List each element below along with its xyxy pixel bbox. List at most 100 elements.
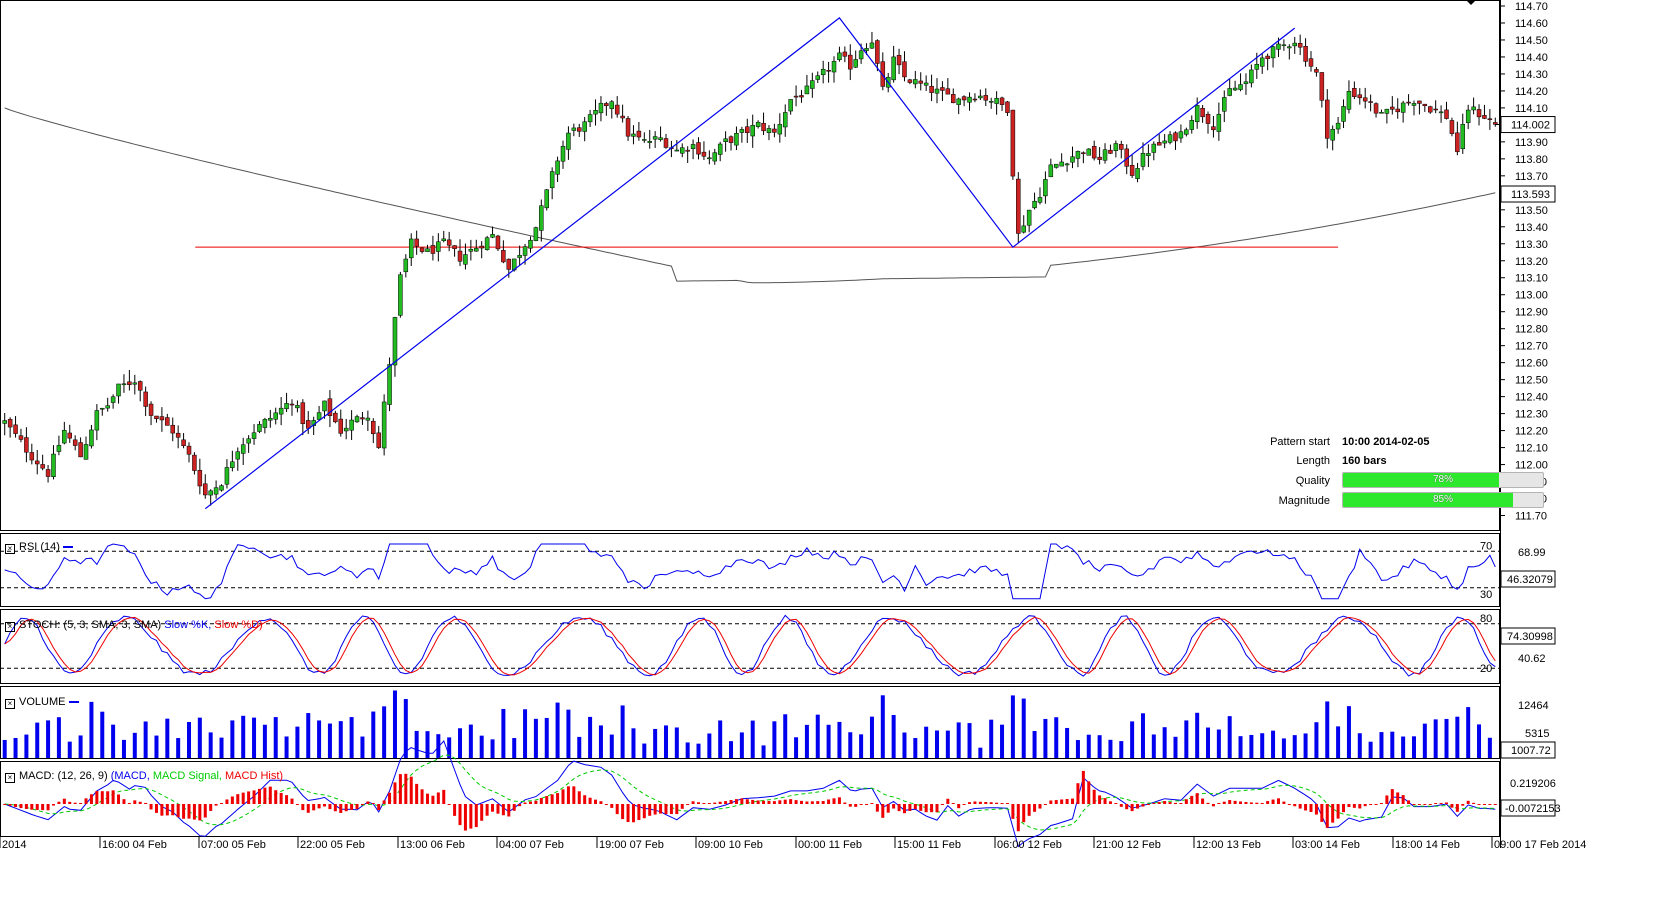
candle-body bbox=[1335, 122, 1341, 130]
volume-bar bbox=[1379, 732, 1384, 758]
candle-body bbox=[1281, 44, 1287, 47]
magnitude-bar: 85% bbox=[1342, 492, 1544, 508]
macd-hist-bar bbox=[1239, 801, 1243, 804]
macd-hist-bar bbox=[680, 804, 684, 809]
macd-hist-bar bbox=[220, 803, 224, 804]
candle-body bbox=[56, 445, 62, 452]
volume-bar bbox=[1325, 701, 1330, 758]
macd-hist-bar bbox=[176, 804, 180, 818]
candle-body bbox=[143, 391, 148, 407]
candle-body bbox=[186, 445, 192, 455]
candle-body bbox=[322, 400, 327, 412]
candle-body bbox=[642, 139, 647, 141]
macd-hist-bar bbox=[398, 774, 402, 804]
close-pane-icon[interactable]: × bbox=[5, 622, 15, 632]
macd-hist-bar bbox=[1130, 804, 1134, 812]
close-pane-icon[interactable]: × bbox=[5, 773, 15, 783]
candle-body bbox=[1205, 113, 1211, 124]
macd-hist-bar bbox=[821, 801, 825, 804]
candle-body bbox=[300, 402, 306, 424]
macd-hist-bar bbox=[453, 804, 457, 816]
macd-hist-bar bbox=[404, 773, 408, 804]
volume-bar bbox=[1303, 733, 1308, 758]
macd-hist-bar bbox=[1244, 801, 1248, 804]
macd-hist-bar bbox=[1461, 804, 1465, 806]
candle-body bbox=[213, 487, 219, 495]
candle-body bbox=[1032, 200, 1037, 209]
candle-body bbox=[777, 124, 783, 135]
candle-body bbox=[1259, 57, 1265, 67]
macd-hist-bar bbox=[350, 804, 354, 810]
macd-hist-bar bbox=[306, 804, 310, 813]
candle-body bbox=[1167, 134, 1173, 143]
candle-body bbox=[875, 40, 880, 64]
volume-bar bbox=[1487, 737, 1492, 758]
volume-bar bbox=[1216, 729, 1221, 758]
candle-body bbox=[208, 490, 213, 496]
x-axis-label: 09:00 10 Feb bbox=[698, 839, 763, 851]
close-pane-icon[interactable]: × bbox=[5, 699, 15, 709]
price-tick-label: 112.50 bbox=[1515, 375, 1548, 387]
quality-value: 78% bbox=[1432, 474, 1453, 485]
macd-hist-bar bbox=[344, 804, 348, 812]
macd-hist-bar bbox=[1081, 770, 1085, 804]
macd-hist-bar bbox=[886, 804, 890, 813]
candle-body bbox=[1390, 106, 1395, 110]
volume-bar bbox=[1130, 721, 1135, 758]
price-tick-label: 113.90 bbox=[1515, 137, 1548, 149]
macd-hist-bar bbox=[328, 804, 332, 810]
close-pane-icon[interactable]: × bbox=[5, 544, 15, 554]
volume-bar bbox=[1336, 726, 1341, 758]
macd-hist-bar bbox=[366, 801, 370, 804]
candle-body bbox=[793, 95, 799, 98]
candle-body bbox=[907, 79, 913, 83]
candle-body bbox=[1357, 94, 1363, 99]
volume-bar bbox=[468, 724, 473, 758]
macd-hist-bar bbox=[1049, 800, 1053, 804]
current-price-box bbox=[1500, 116, 1556, 134]
macd-hist-bar bbox=[1407, 800, 1411, 804]
macd-hist-bar bbox=[1016, 804, 1020, 832]
macd-hist-bar bbox=[642, 804, 646, 819]
macd-hist-bar bbox=[1304, 804, 1308, 811]
candle-body bbox=[636, 130, 642, 138]
volume-bar bbox=[945, 730, 950, 758]
candle-body bbox=[766, 128, 772, 133]
volume-bar bbox=[989, 719, 994, 758]
candle-body bbox=[604, 103, 609, 107]
macd-axis-label: 0.219206 bbox=[1510, 778, 1556, 790]
macd-hist-bar bbox=[1412, 804, 1416, 805]
volume-bar bbox=[1097, 735, 1102, 758]
macd-hist-bar bbox=[518, 804, 522, 807]
volume-bar bbox=[154, 735, 159, 758]
macd-hist-bar bbox=[930, 804, 934, 813]
macd-hist-bar bbox=[897, 804, 901, 812]
candle-body bbox=[105, 405, 110, 409]
macd-hist-bar bbox=[225, 799, 229, 804]
macd-hist-bar bbox=[1379, 803, 1383, 804]
magnitude-label: Magnitude bbox=[1278, 495, 1330, 507]
macd-hist-bar bbox=[1201, 798, 1205, 804]
candle-body bbox=[94, 410, 100, 431]
macd-hist-bar bbox=[1271, 799, 1275, 804]
macd-hist-bar bbox=[371, 803, 375, 804]
x-axis-label: 19:00 07 Feb bbox=[599, 839, 664, 851]
volume-bar bbox=[707, 733, 712, 758]
candle-body bbox=[1346, 91, 1352, 110]
candle-body bbox=[165, 417, 170, 426]
candles-group bbox=[2, 31, 1498, 506]
volume-bar bbox=[1422, 723, 1427, 758]
macd-hist-bar bbox=[1108, 801, 1112, 804]
volume-axis-mid: 5315 bbox=[1525, 728, 1549, 740]
candle-body bbox=[577, 127, 582, 132]
volume-bar bbox=[555, 702, 560, 758]
volume-bar bbox=[273, 717, 278, 758]
candle-body bbox=[83, 444, 89, 460]
candle-body bbox=[230, 461, 235, 468]
macd-hist-bar bbox=[745, 799, 749, 804]
volume-bar bbox=[132, 732, 137, 758]
candle-body bbox=[333, 412, 338, 423]
volume-bar bbox=[1065, 727, 1070, 758]
candle-body bbox=[1162, 140, 1167, 144]
macd-hist-bar bbox=[870, 803, 874, 804]
